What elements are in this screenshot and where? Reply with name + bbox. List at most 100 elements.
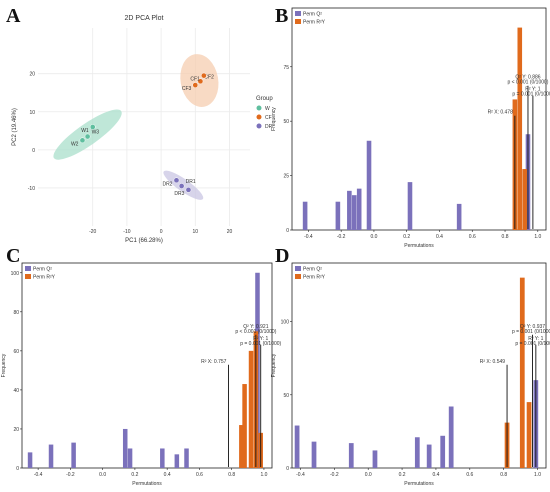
- perm-legend-swatch-q2: [295, 11, 301, 16]
- perm-q2-bar: [366, 140, 372, 230]
- perm-q2-bar: [302, 201, 308, 230]
- perm-y-tick-label: 25: [283, 174, 289, 180]
- perm-y-tick-label: 0: [16, 466, 19, 472]
- perm-x-axis-label: Permutations: [404, 243, 434, 249]
- pca-y-tick-label: 10: [29, 110, 35, 116]
- perm-x-tick-label: 0.0: [99, 472, 106, 478]
- perm-legend-label-q2: Perm Q²: [303, 267, 322, 273]
- perm-x-tick-label: 0.0: [370, 234, 377, 240]
- perm-x-tick-label: -0.4: [34, 472, 43, 478]
- perm-y-tick-label: 75: [283, 65, 289, 71]
- perm-q2-bar: [27, 452, 33, 468]
- perm-annotation-r2y-p: p = 0.001 (0/1000): [515, 341, 550, 347]
- pca-point-dr: [178, 183, 185, 189]
- perm-y-tick-label: 50: [283, 119, 289, 125]
- panel-letter-a: A: [6, 5, 21, 27]
- perm-annotation-r2x: R² X: 0.549: [480, 359, 506, 365]
- pca-point-label: DR3: [174, 191, 184, 197]
- perm-q2-bar: [372, 450, 378, 468]
- perm-q2-bar: [311, 441, 317, 468]
- pca-x-tick-label: 20: [227, 229, 233, 235]
- perm-x-tick-label: 0.0: [365, 472, 372, 478]
- pca-legend-title: Group: [256, 96, 273, 102]
- perm-x-axis-label: Permutations: [404, 481, 434, 487]
- perm-y-tick-label: 40: [13, 388, 19, 394]
- perm-q2-bar: [414, 437, 420, 468]
- perm-q2-bar: [448, 406, 454, 468]
- perm-annotation-q2y-p: p < 0.001 (0/1000): [507, 80, 548, 86]
- perm-annotation-q2y-p: p < 0.001 (0/1000): [235, 329, 276, 335]
- perm-x-tick-label: 1.0: [260, 472, 267, 478]
- perm-annotation-r2y-p: p = 0.001 (0/1000): [240, 341, 281, 347]
- perm-annotation-q2y: Q² Y: 0.937: [520, 324, 545, 330]
- perm-legend-label-r2y: Perm R²Y: [33, 275, 56, 281]
- perm-q2-bar: [122, 428, 128, 468]
- perm-y-tick-label: 20: [13, 427, 19, 433]
- perm-r2y-bar: [239, 425, 244, 468]
- perm-q2-bar: [160, 448, 165, 468]
- pca-point-w: [89, 124, 96, 130]
- pca-legend-marker: [256, 114, 262, 120]
- perm-x-tick-label: 0.4: [164, 472, 171, 478]
- perm-q2-bar: [294, 425, 300, 468]
- perm-annotation-r2x: R² X: 0.757: [201, 359, 227, 365]
- perm-y-tick-label: 100: [11, 271, 20, 277]
- perm-x-tick-label: 0.6: [469, 234, 476, 240]
- pca-point-label: W2: [71, 141, 79, 147]
- perm-y-axis-label: Frequency: [271, 353, 277, 377]
- perm-x-tick-label: 0.2: [403, 234, 410, 240]
- perm-q2-bar: [351, 195, 357, 230]
- perm-y-tick-label: 0: [286, 466, 289, 472]
- perm-annotation-q2y: Q² Y: 0.921: [243, 324, 268, 330]
- perm-x-tick-label: 1.0: [534, 472, 541, 478]
- pca-point-label: CF3: [182, 86, 192, 92]
- pca-x-tick-label: -10: [123, 229, 130, 235]
- perm-y-tick-label: 60: [13, 349, 19, 355]
- pca-legend-marker: [256, 123, 262, 129]
- perm-legend-label-r2y: Perm R²Y: [303, 275, 326, 281]
- perm-annotation-r2y: R² Y: 1: [253, 336, 268, 342]
- perm-q2-bar: [184, 448, 189, 468]
- perm-plot-frame: [291, 7, 547, 231]
- perm-y-tick-label: 0: [286, 228, 289, 234]
- perm-q2-bar: [347, 190, 352, 230]
- perm-plot-frame: [291, 262, 547, 469]
- perm-x-tick-label: 0.4: [436, 234, 443, 240]
- pca-legend-label: CF: [265, 115, 272, 121]
- perm-x-tick-label: -0.4: [304, 234, 313, 240]
- perm-x-tick-label: 0.4: [432, 472, 439, 478]
- pca-legend-marker: [256, 105, 262, 111]
- perm-legend-label-r2y: Perm R²Y: [303, 20, 326, 26]
- perm-legend-swatch-r2y: [295, 274, 301, 279]
- perm-q2-bar: [440, 435, 446, 468]
- pca-legend-label: W: [265, 106, 270, 112]
- pca-x-axis-label: PC1 (66.28%): [125, 238, 163, 244]
- pca-plot-area: [38, 28, 250, 226]
- perm-x-tick-label: -0.4: [296, 472, 305, 478]
- perm-r2y-bar: [526, 402, 532, 468]
- panel-letter-d: D: [275, 245, 289, 267]
- panel-letter-b: B: [275, 5, 288, 27]
- perm-x-tick-label: -0.2: [337, 234, 346, 240]
- perm-q2-bar: [407, 182, 413, 230]
- pca-x-tick-label: 10: [193, 229, 199, 235]
- pca-point-cf: [200, 72, 207, 79]
- pca-panel: 2D PCA Plot -20 -10 0 10 20 -10 0 10 20 PC1 (66.28…: [12, 15, 273, 244]
- perm-x-tick-label: 0.8: [502, 234, 509, 240]
- perm-r2y-bar: [517, 27, 523, 230]
- perm-q2-bar: [456, 203, 462, 230]
- perm-x-tick-label: 0.6: [466, 472, 473, 478]
- perm-q2-bar: [426, 444, 432, 468]
- pca-point-label: CF2: [204, 74, 214, 80]
- perm-y-tick-label: 50: [283, 393, 289, 399]
- perm-q2-bar: [127, 448, 133, 468]
- perm-q2-bar: [335, 201, 341, 230]
- pca-y-tick-label: 20: [29, 72, 35, 78]
- pca-y-tick-label: -10: [28, 186, 35, 192]
- pca-y-tick-label: 0: [32, 148, 35, 154]
- perm-legend-swatch-r2y: [295, 19, 301, 24]
- perm-annotation-q2y: Q² Y: 0.886: [515, 75, 540, 81]
- perm-annotation-r2x: R² X: 0.478: [488, 110, 514, 116]
- perm-legend-swatch-q2: [25, 266, 31, 271]
